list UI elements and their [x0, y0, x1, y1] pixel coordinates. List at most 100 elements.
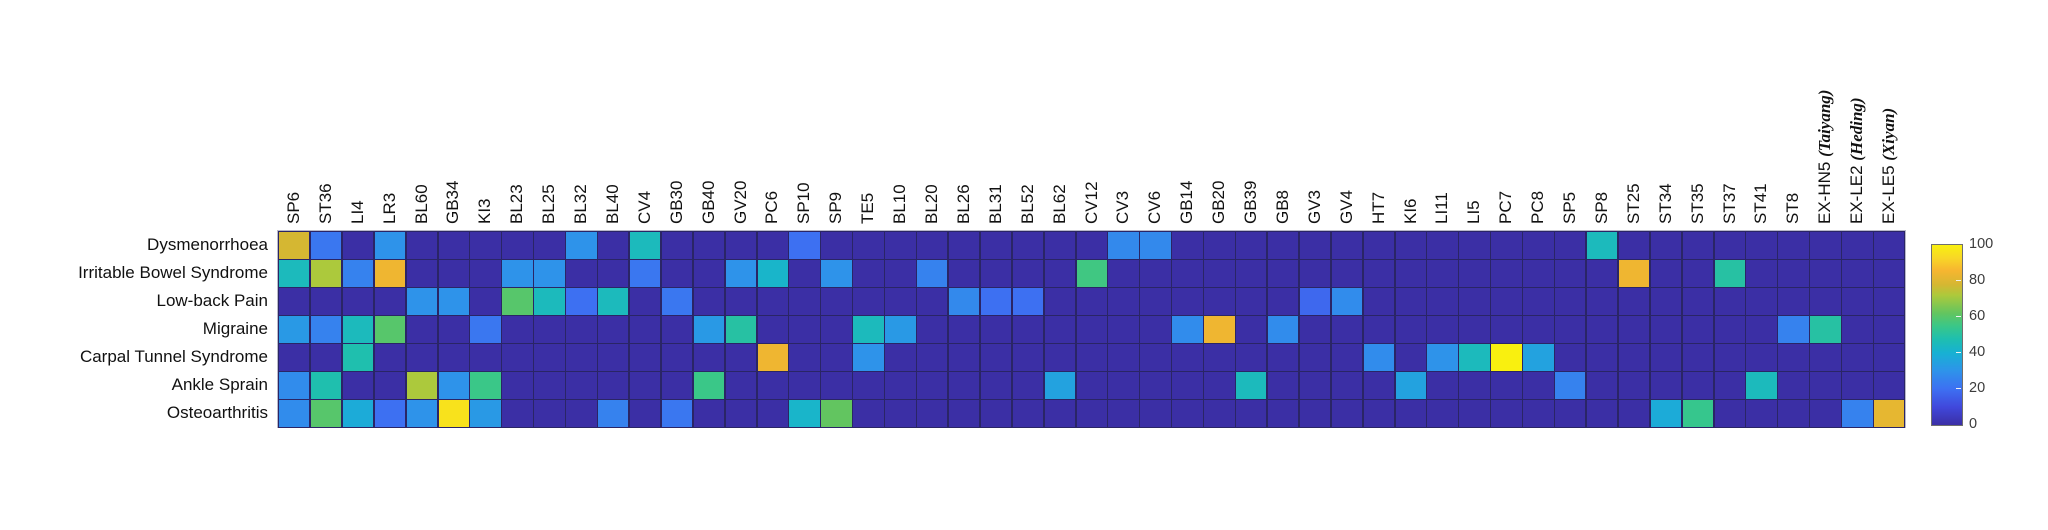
heatmap-cell	[884, 315, 917, 344]
heatmap-cell	[533, 399, 566, 428]
heatmap-cell	[373, 287, 407, 316]
column-label: HT7	[1368, 191, 1388, 224]
heatmap-cell	[1235, 371, 1268, 400]
heatmap-cell	[1617, 371, 1651, 400]
heatmap-cell	[565, 343, 598, 372]
heatmap-cell	[660, 287, 694, 316]
heatmap-cell	[1873, 343, 1906, 372]
heatmap-cell	[1362, 287, 1396, 316]
heatmap-cell	[437, 315, 470, 344]
heatmap-cell	[756, 231, 789, 260]
heatmap-cell	[501, 343, 534, 372]
heatmap-cell	[916, 231, 949, 260]
heatmap-cell	[437, 259, 470, 288]
column-label: GV4	[1336, 189, 1356, 224]
column-label: GB34	[443, 180, 463, 224]
heatmap-cell	[916, 315, 949, 344]
heatmap-cell	[373, 259, 407, 288]
heatmap-cell	[1554, 371, 1587, 400]
heatmap-cell	[1522, 287, 1555, 316]
heatmap-cell	[597, 231, 630, 260]
heatmap-cell	[916, 371, 949, 400]
heatmap-cell	[1458, 315, 1491, 344]
column-label: BL25	[539, 184, 559, 224]
column-label: PC6	[762, 190, 782, 224]
heatmap-cell	[1171, 371, 1204, 400]
heatmap-cell	[278, 231, 311, 260]
colorbar-tick-mark	[1956, 352, 1961, 353]
heatmap-cell	[1075, 371, 1108, 400]
heatmap-cell	[565, 287, 598, 316]
column-label: BL62	[1049, 184, 1069, 224]
heatmap-cell	[533, 231, 566, 260]
heatmap-cell	[1043, 371, 1077, 400]
heatmap-cell	[309, 259, 343, 288]
heatmap-cell	[1203, 343, 1236, 372]
heatmap-cell	[947, 287, 981, 316]
heatmap-cell	[1713, 287, 1746, 316]
heatmap-cell	[1075, 259, 1108, 288]
column-label: EX-LE2 (Heding)	[1847, 97, 1866, 224]
heatmap-cell	[1458, 371, 1491, 400]
heatmap-cell	[756, 315, 789, 344]
heatmap-cell	[1490, 343, 1523, 372]
heatmap-cell	[756, 259, 789, 288]
heatmap-cell	[533, 259, 566, 288]
heatmap-cell	[820, 343, 853, 372]
heatmap-cell	[1777, 371, 1810, 400]
column-label: BL10	[890, 184, 910, 224]
heatmap-cell	[852, 399, 885, 428]
heatmap-cell	[1873, 399, 1906, 428]
heatmap-cell	[724, 231, 758, 260]
heatmap-cell	[724, 343, 758, 372]
heatmap-cell	[1681, 259, 1715, 288]
heatmap-cell	[660, 259, 694, 288]
heatmap-cell	[309, 399, 343, 428]
heatmap-cell	[1043, 287, 1077, 316]
heatmap-cell	[1681, 371, 1715, 400]
heatmap-cell	[565, 259, 598, 288]
column-label: TE5	[858, 192, 878, 224]
column-label: ST34	[1655, 183, 1675, 224]
heatmap-cell	[1330, 231, 1364, 260]
heatmap-cell	[341, 287, 375, 316]
heatmap-cell	[724, 287, 758, 316]
heatmap-cell	[341, 399, 375, 428]
heatmap-cell	[628, 231, 662, 260]
colorbar-tick-label: 100	[1969, 236, 1994, 252]
heatmap-cell	[1266, 399, 1300, 428]
heatmap-cell	[1681, 399, 1715, 428]
heatmap-cell	[1585, 315, 1619, 344]
column-label: EX-LE5 (Xiyan)	[1879, 107, 1899, 224]
heatmap-cell	[1777, 231, 1810, 260]
heatmap-cell	[1617, 231, 1651, 260]
heatmap-cell	[1203, 259, 1236, 288]
heatmap-cell	[1107, 287, 1140, 316]
heatmap-cell	[1426, 399, 1459, 428]
heatmap-cell	[884, 287, 917, 316]
heatmap-cell	[1713, 259, 1746, 288]
heatmap-cell	[405, 259, 438, 288]
heatmap-cell	[597, 259, 630, 288]
heatmap-cell	[373, 399, 407, 428]
heatmap-cell	[1490, 287, 1523, 316]
heatmap-cell	[1585, 399, 1619, 428]
heatmap-cell	[1809, 371, 1842, 400]
heatmap-cell	[565, 371, 598, 400]
heatmap-cell	[1585, 343, 1619, 372]
colorbar-gradient	[1931, 244, 1963, 426]
heatmap-cell	[756, 371, 789, 400]
heatmap-cell	[309, 371, 343, 400]
heatmap-cell	[1585, 371, 1619, 400]
heatmap-cell	[1043, 399, 1077, 428]
heatmap-cell	[1649, 231, 1683, 260]
column-label-pinyin: (Xiyan)	[1879, 107, 1899, 161]
heatmap-cell	[788, 371, 821, 400]
heatmap-cell	[1649, 399, 1683, 428]
heatmap-cell	[1522, 231, 1555, 260]
heatmap-cell	[1139, 371, 1172, 400]
column-label: EX-HN5 (Taiyang)	[1815, 90, 1834, 224]
column-label: LR3	[379, 192, 399, 224]
heatmap-cell	[628, 259, 662, 288]
column-label: BL20	[921, 184, 941, 224]
